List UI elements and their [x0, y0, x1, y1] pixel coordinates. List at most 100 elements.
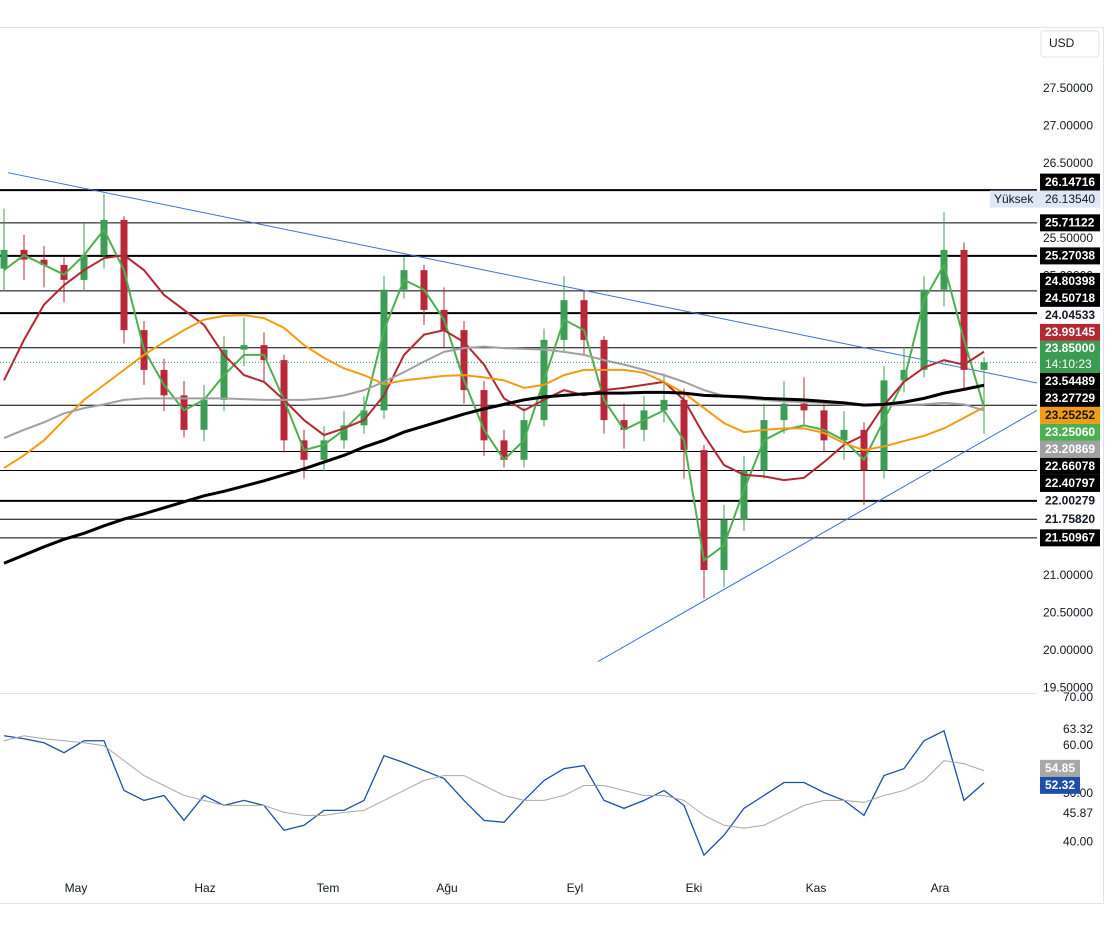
- level-label: 23.27729: [1045, 391, 1095, 405]
- candle-body: [900, 369, 908, 381]
- y-tick-label: 63.32: [1063, 722, 1093, 736]
- level-label-box: [1040, 474, 1100, 492]
- candle-body: [600, 339, 608, 421]
- candle-body: [0, 249, 8, 269]
- candle-body: [940, 249, 948, 290]
- x-tick-label: Eyl: [567, 881, 584, 895]
- y-tick-label: 27.50000: [1043, 81, 1093, 95]
- y-tick-label: 21.00000: [1043, 568, 1093, 582]
- y-tick-label: 19.50000: [1043, 681, 1093, 695]
- x-tick-label: May: [65, 881, 88, 895]
- candle-body: [320, 440, 328, 460]
- level-label: 21.50967: [1045, 531, 1095, 545]
- high-value: 26.13540: [1045, 192, 1095, 206]
- level-label: 26.14716: [1045, 175, 1095, 189]
- indicator-label-box: [1040, 776, 1080, 794]
- candle-body: [880, 380, 888, 471]
- moving-average: [3, 254, 985, 482]
- x-tick-label: Tem: [317, 881, 340, 895]
- y-tick-label: 26.50000: [1043, 156, 1093, 170]
- level-label-box: [1040, 214, 1100, 232]
- level-label-box: [1040, 510, 1100, 528]
- level-label: 22.40797: [1045, 476, 1095, 490]
- ma-label-box: [1040, 423, 1100, 441]
- y-tick-label: 20.00000: [1043, 643, 1093, 657]
- candle-body: [260, 345, 268, 361]
- moving-average: [3, 314, 985, 469]
- indicator-label-box: [1040, 759, 1080, 777]
- ma-label: 23.20869: [1045, 442, 1095, 456]
- candle-body: [200, 399, 208, 430]
- candle-body: [340, 425, 348, 441]
- indicator-label: 54.85: [1045, 761, 1075, 775]
- ma-label-box: [1040, 372, 1100, 390]
- candle-body: [40, 259, 48, 265]
- candle-body: [380, 289, 388, 411]
- level-label: 22.66078: [1045, 459, 1095, 473]
- trendline: [597, 409, 1037, 662]
- candle-body: [920, 289, 928, 370]
- high-label: Yüksek: [994, 192, 1034, 206]
- high-label-box: [990, 190, 1100, 208]
- level-label-box: [1040, 457, 1100, 475]
- level-label: 22.00279: [1045, 494, 1095, 508]
- ma-label: 23.25252: [1045, 408, 1095, 422]
- currency[interactable]: USD: [1049, 36, 1075, 50]
- moving-average: [3, 227, 985, 563]
- y-tick-label: 20.50000: [1043, 606, 1093, 620]
- candle-body: [80, 255, 88, 280]
- candle-body: [160, 369, 168, 396]
- indicator-label: 52.32: [1045, 778, 1075, 792]
- indicator-line: [3, 735, 985, 829]
- countdown: 14:10:23: [1045, 357, 1092, 371]
- level-label: 21.75820: [1045, 512, 1095, 526]
- x-tick-label: Ağu: [436, 881, 457, 895]
- candle-body: [100, 219, 108, 256]
- level-label-box: [1040, 529, 1100, 547]
- level-label-box: [1040, 247, 1100, 265]
- candle-body: [620, 420, 628, 430]
- y-tick-label: 40.00: [1063, 834, 1093, 848]
- currency-button[interactable]: [1040, 30, 1100, 58]
- candle-body: [180, 395, 188, 430]
- candle-body: [500, 440, 508, 460]
- candle-body: [240, 345, 248, 350]
- level-label-box: [1040, 306, 1100, 324]
- candle-body: [740, 470, 748, 520]
- last-price-box: [1040, 340, 1100, 373]
- moving-average: [3, 383, 985, 565]
- level-label-box: [1040, 492, 1100, 510]
- last-price: 23.85000: [1045, 341, 1095, 355]
- level-label-box: [1040, 173, 1100, 191]
- candle-body: [800, 403, 808, 411]
- level-label: 24.80398: [1045, 274, 1095, 288]
- candle-body: [980, 362, 988, 370]
- level-label-box: [1040, 272, 1100, 290]
- level-label: 24.50718: [1045, 291, 1095, 305]
- candle-body: [760, 420, 768, 471]
- candle-body: [660, 399, 668, 411]
- axis-labels: May Haz Tem Ağu Eyl Eki Kas Ara 27.50000 27.00000…: [65, 81, 1100, 895]
- plot-area: [0, 172, 1037, 857]
- level-label: 25.27038: [1045, 249, 1095, 263]
- y-tick-label: 45.87: [1063, 806, 1093, 820]
- ma-label-box: [1040, 323, 1100, 341]
- indicator-line: [3, 729, 985, 857]
- y-tick-label: 25.50000: [1043, 231, 1093, 245]
- candle-body: [820, 410, 828, 441]
- y-tick-label: 60.00: [1063, 738, 1093, 752]
- y-tick-label: 27.00000: [1043, 118, 1093, 132]
- candle-body: [840, 429, 848, 441]
- ma-label: 23.54489: [1045, 374, 1095, 388]
- candle-body: [580, 300, 588, 340]
- ma-label: 23.99145: [1045, 325, 1095, 339]
- level-label-box: [1040, 289, 1100, 307]
- x-tick-label: Ara: [931, 881, 950, 895]
- candle-body: [700, 450, 708, 571]
- candle-body: [120, 219, 128, 331]
- x-tick-label: Haz: [194, 881, 215, 895]
- x-tick-label: Kas: [806, 881, 827, 895]
